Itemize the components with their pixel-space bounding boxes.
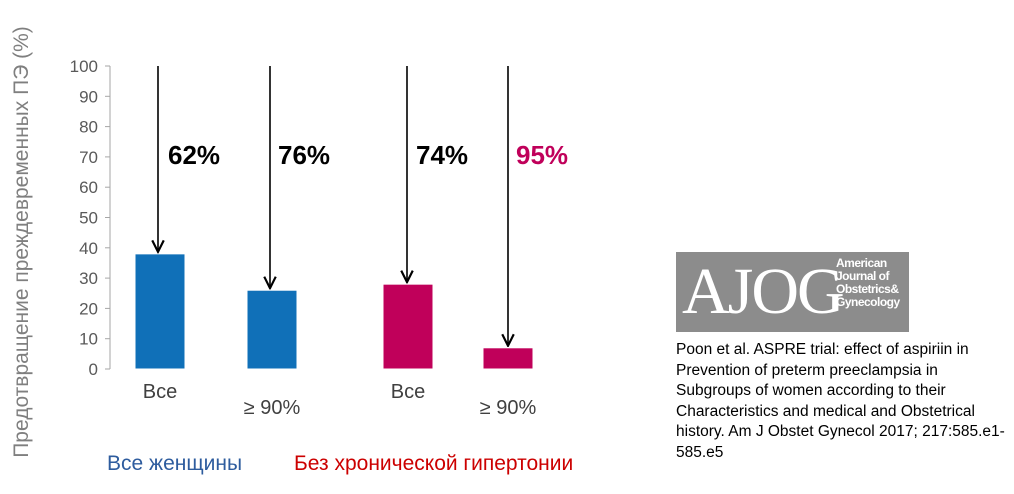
reduction-label-1: 76%: [278, 140, 330, 170]
category-label-1: ≥ 90%: [244, 397, 301, 419]
y-tick-label-50: 50: [79, 209, 98, 228]
y-tick-label-100: 100: [70, 57, 98, 76]
y-tick-label-90: 90: [79, 87, 98, 106]
bar-chart: 0 10 20 30 40 50 60 70 80 90 100 62% Все 76% ≥ 90% 74% В…: [70, 57, 568, 419]
y-tick-label-0: 0: [89, 360, 98, 379]
y-tick-label-60: 60: [79, 178, 98, 197]
reduction-label-3: 95%: [516, 140, 568, 170]
citation-text: Poon et al. ASPRE trial: effect of aspir…: [676, 341, 1005, 461]
y-tick-label-80: 80: [79, 118, 98, 137]
logo-sub-line-1: American: [836, 256, 887, 270]
category-label-3: ≥ 90%: [480, 397, 537, 419]
category-label-0: Все: [143, 381, 177, 403]
group-label-all-women: Все женщины: [107, 452, 243, 475]
y-tick-label-70: 70: [79, 148, 98, 167]
y-tick-label-30: 30: [79, 269, 98, 288]
ajog-logo-text: AJOG: [682, 255, 845, 328]
y-tick-label-20: 20: [79, 299, 98, 318]
y-axis-label: Предотвращение преждевременных ПЭ (%): [10, 26, 33, 458]
bar-1: [246, 289, 298, 370]
ajog-logo-subtitle: American Journal of Obstetrics& Gynecolo…: [836, 257, 900, 309]
logo-sub-line-3: Obstetrics&: [836, 282, 899, 296]
bar-0: [134, 253, 186, 370]
reduction-label-0: 62%: [168, 140, 220, 170]
group-label-no-chronic-hypertension: Без хронической гипертонии: [294, 452, 574, 475]
bar-3: [482, 347, 534, 370]
category-label-2: Все: [391, 381, 425, 403]
ajog-logo: AJOG American Journal of Obstetrics& Gyn…: [676, 252, 909, 332]
logo-sub-line-4: Gynecology: [836, 295, 900, 309]
reduction-label-2: 74%: [416, 140, 468, 170]
bar-2: [382, 283, 434, 370]
y-tick-label-10: 10: [79, 330, 98, 349]
logo-sub-line-2: Journal of: [836, 269, 890, 283]
y-tick-label-40: 40: [79, 239, 98, 258]
